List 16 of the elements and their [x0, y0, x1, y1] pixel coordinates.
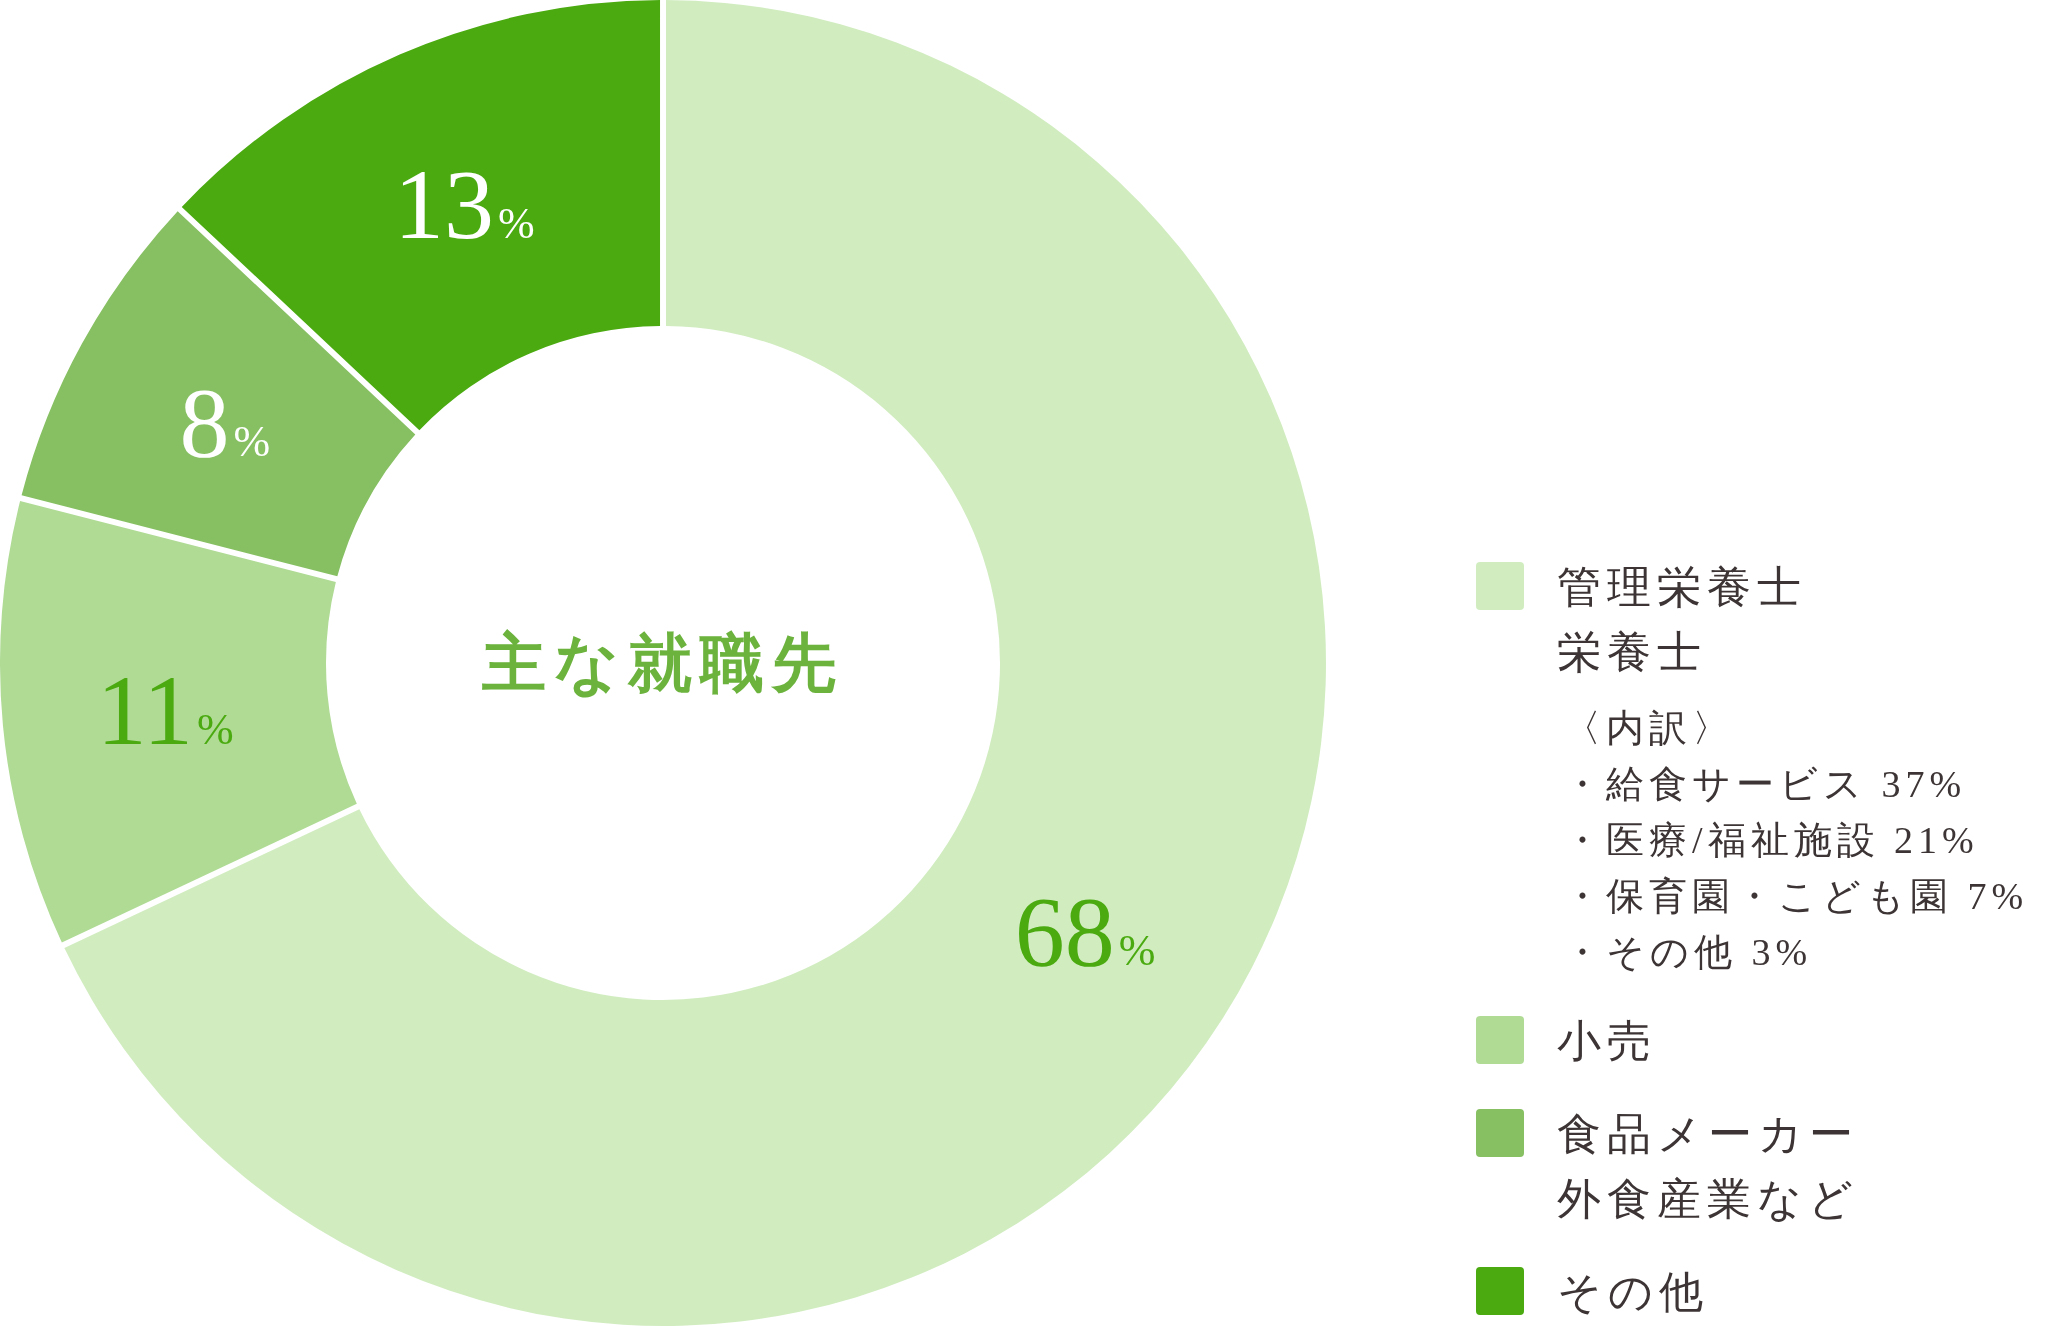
data-label: 13% [394, 149, 535, 261]
text: 主な就職先 [481, 628, 844, 699]
data-label: 68% [1014, 875, 1156, 987]
data-label: 8% [179, 367, 271, 479]
text: ・給食サービス 37% [1563, 763, 1967, 805]
text: 〈内訳〉 [1563, 707, 1735, 749]
text: ・保育園・こども園 7% [1563, 875, 2029, 917]
legend-label: 管理栄養士栄養士 [1557, 563, 1807, 677]
data-label: 11% [96, 655, 234, 767]
legend-label: 食品メーカー外食産業など [1557, 1110, 1859, 1224]
text: ・その他 3% [1563, 931, 1813, 973]
donut-slice [64, 0, 1326, 1326]
text: ・医療/福祉施設 21% [1563, 819, 1979, 861]
legend-label: その他 [1557, 1268, 1709, 1317]
legend-label: 小売 [1557, 1017, 1657, 1066]
donut-slice [0, 501, 357, 943]
